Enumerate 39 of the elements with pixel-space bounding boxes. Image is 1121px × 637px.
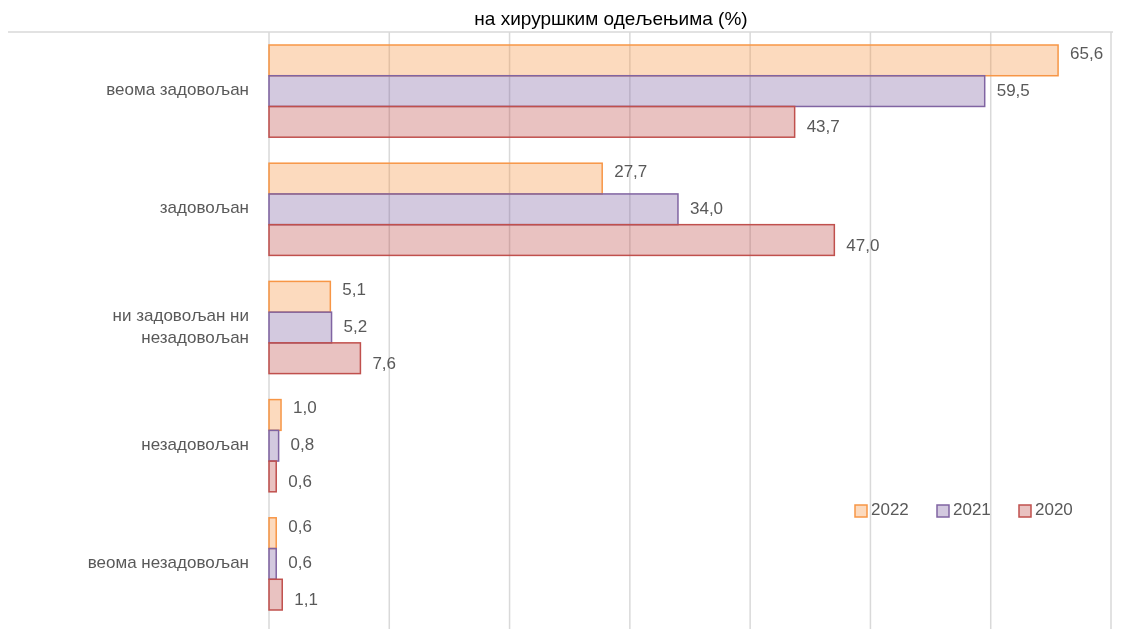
data-label: 0,6	[288, 516, 312, 536]
data-label: 0,6	[288, 553, 312, 573]
y-tick-label: веома задовољан	[106, 80, 249, 100]
y-tick-label: незадовољан	[141, 435, 249, 455]
bar	[268, 547, 277, 581]
data-label: 34,0	[689, 198, 724, 218]
data-label: 7,6	[372, 353, 397, 373]
y-tick-label: задовољан	[159, 198, 249, 218]
bar	[268, 398, 282, 432]
bar	[268, 105, 796, 138]
data-label: 1,0	[293, 398, 317, 418]
data-label: 43,7	[806, 117, 840, 137]
legend-label: 2020	[1035, 500, 1073, 520]
data-label: 5,2	[343, 316, 368, 336]
legend-label: 2022	[871, 500, 909, 520]
bar	[268, 223, 836, 257]
bar	[268, 311, 333, 344]
bar	[268, 162, 603, 195]
data-label: 0,8	[290, 435, 315, 455]
data-label: 65,6	[1070, 43, 1104, 63]
data-label: 27,7	[614, 162, 648, 182]
data-label: 0,6	[288, 471, 312, 491]
bar	[268, 342, 362, 375]
bar	[268, 460, 277, 493]
bar	[268, 193, 679, 226]
bar	[268, 44, 1059, 77]
data-label: 1,1	[294, 590, 318, 610]
chart-title: на хируршким одељењима (%)	[474, 8, 748, 29]
y-tick-label: ни задовољан ни незадовољан	[112, 305, 249, 347]
bar	[268, 74, 986, 108]
data-label: 5,1	[342, 280, 366, 300]
bar	[268, 280, 332, 313]
data-label: 47,0	[846, 235, 880, 255]
data-label: 59,5	[996, 80, 1030, 100]
y-tick-label: веома незадовољан	[87, 553, 249, 573]
bar	[268, 429, 280, 462]
bar	[268, 517, 277, 550]
bar	[268, 578, 283, 611]
legend-label: 2021	[953, 500, 991, 520]
